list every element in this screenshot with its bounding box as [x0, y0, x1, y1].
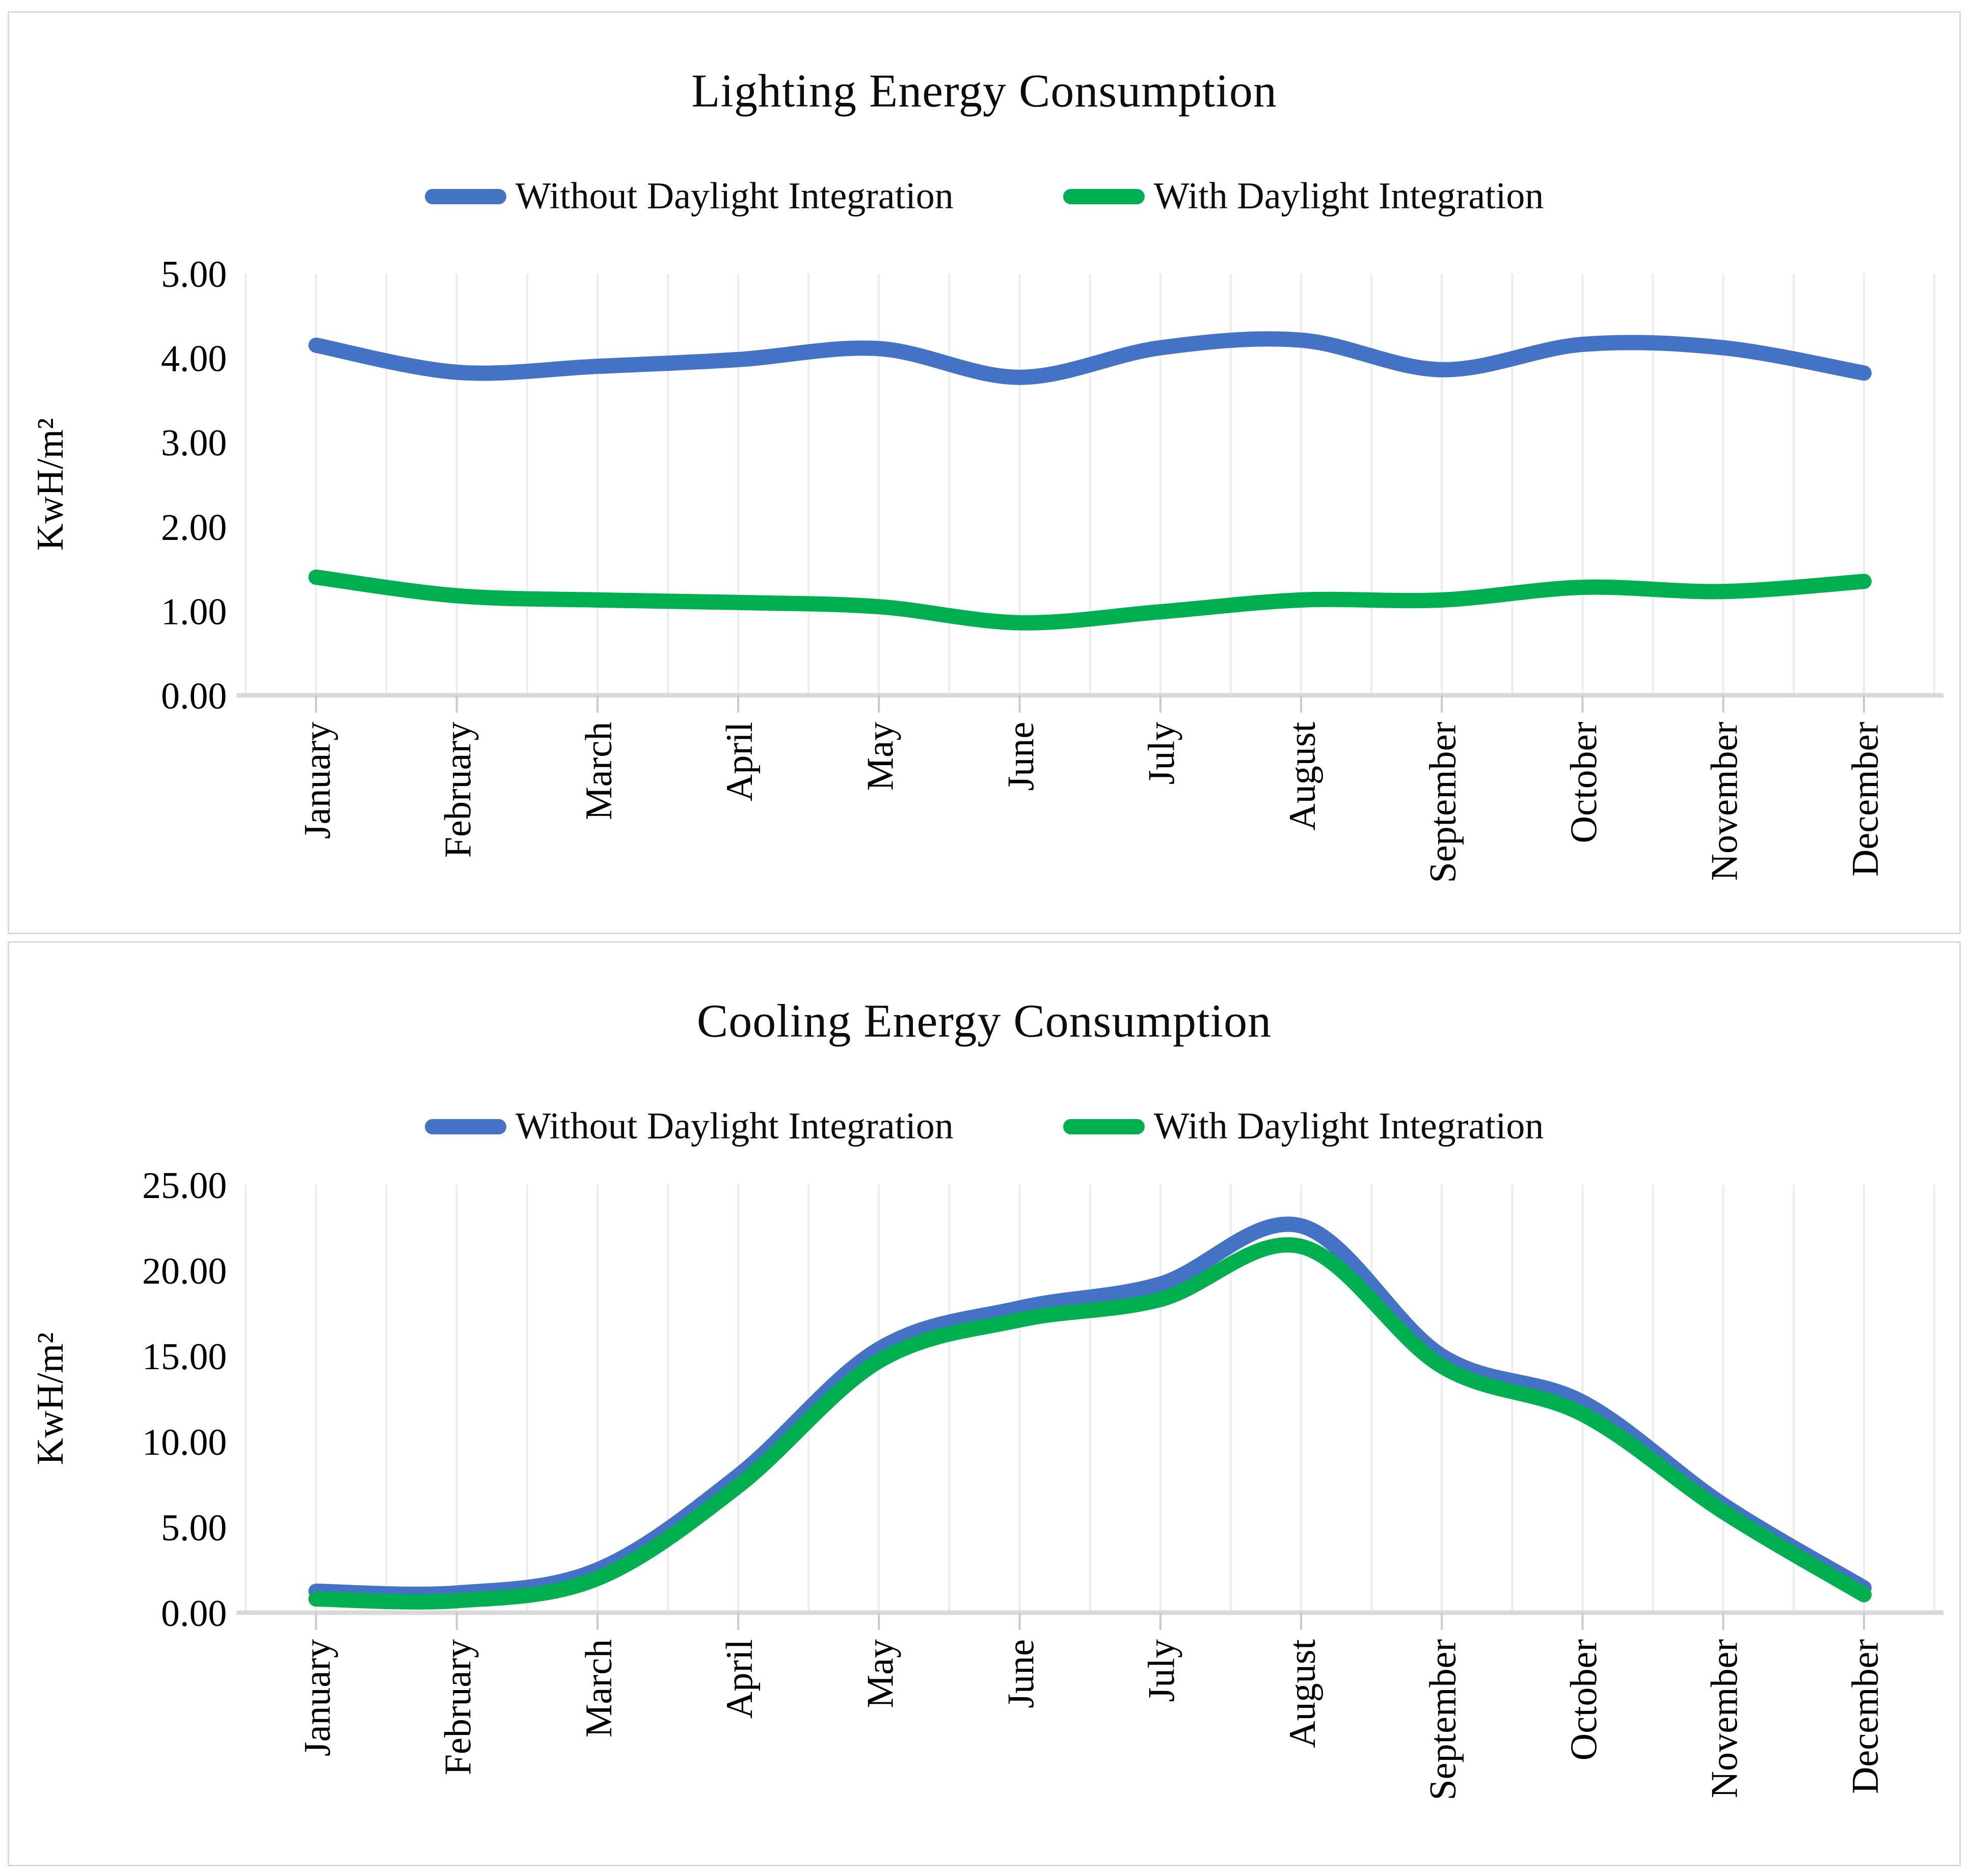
x-tick-label: March: [578, 1639, 619, 1737]
x-tick-label: November: [1704, 722, 1745, 881]
lighting-plot-area: 0.00 1.00 2.00 3.00 4.00 5.00 KwH/m² January Feb…: [29, 253, 1944, 883]
legend-item-with-daylight: With Daylight Integration: [1063, 1105, 1544, 1148]
legend-label: With Daylight Integration: [1153, 1105, 1544, 1147]
legend-label: Without Daylight Integration: [515, 175, 954, 217]
y-axis-labels: 0.00 5.00 10.00 15.00 20.00 25.00: [142, 1164, 227, 1634]
x-tick-label: July: [1141, 722, 1182, 784]
x-tick-label: March: [578, 722, 619, 820]
x-tick-label: April: [718, 722, 760, 801]
legend-label: With Daylight Integration: [1153, 175, 1544, 217]
series-line-with-daylight: [308, 1237, 1872, 1610]
legend: Without Daylight Integration With Daylig…: [9, 1105, 1959, 1148]
x-axis-ticks: [315, 1613, 1865, 1630]
x-tick-label: April: [718, 1639, 760, 1719]
x-tick-label: December: [1844, 1639, 1886, 1794]
x-axis-labels: January February March April May June July Augu…: [296, 1639, 1886, 1801]
y-tick-label: 5.00: [161, 1507, 227, 1548]
y-tick-label: 15.00: [142, 1336, 227, 1377]
x-tick-label: February: [437, 722, 479, 858]
gridlines: [245, 1185, 1936, 1613]
x-tick-label: January: [296, 722, 338, 839]
y-tick-label: 20.00: [142, 1250, 227, 1292]
x-tick-label: January: [296, 1639, 338, 1756]
x-tick-label: June: [1000, 722, 1042, 791]
legend-line-swatch-blue: [424, 188, 506, 204]
x-tick-label: October: [1563, 1639, 1605, 1760]
y-tick-label: 3.00: [161, 422, 227, 464]
series-line-with-daylight: [308, 569, 1872, 631]
lighting-energy-chart: Lighting Energy Consumption Without Dayl…: [8, 11, 1961, 934]
y-tick-label: 5.00: [161, 253, 227, 295]
x-tick-label: July: [1141, 1639, 1182, 1702]
y-axis-title: KwH/m²: [29, 418, 71, 551]
y-tick-label: 2.00: [161, 506, 227, 548]
x-tick-label: August: [1281, 1639, 1323, 1748]
x-tick-label: December: [1844, 722, 1886, 877]
legend-item-without-daylight: Without Daylight Integration: [424, 1105, 954, 1148]
x-axis-labels: January February March April May June July Augu…: [296, 722, 1886, 883]
x-tick-label: February: [437, 1639, 479, 1775]
series-line-without-daylight: [308, 1216, 1872, 1602]
legend-item-without-daylight: Without Daylight Integration: [424, 175, 954, 218]
legend-line-swatch-blue: [424, 1119, 506, 1134]
x-tick-label: May: [859, 1639, 901, 1708]
x-tick-label: November: [1704, 1639, 1745, 1798]
legend-line-swatch-green: [1063, 1119, 1145, 1134]
series-line-without-daylight: [308, 331, 1872, 385]
cooling-energy-chart: Cooling Energy Consumption Without Dayli…: [8, 941, 1961, 1866]
y-tick-label: 10.00: [142, 1421, 227, 1463]
y-tick-label: 0.00: [161, 1592, 227, 1634]
x-tick-label: September: [1422, 722, 1464, 883]
chart-title: Cooling Energy Consumption: [696, 995, 1272, 1047]
y-tick-label: 1.00: [161, 590, 227, 632]
x-tick-label: October: [1563, 722, 1605, 843]
legend-item-with-daylight: With Daylight Integration: [1063, 175, 1544, 218]
legend-line-swatch-green: [1063, 188, 1145, 204]
y-axis-labels: 0.00 1.00 2.00 3.00 4.00 5.00: [161, 253, 227, 717]
x-axis-ticks: [315, 695, 1865, 713]
y-axis-title: KwH/m²: [29, 1333, 71, 1465]
y-tick-label: 0.00: [161, 675, 227, 717]
y-tick-label: 4.00: [161, 338, 227, 379]
legend-label: Without Daylight Integration: [515, 1105, 954, 1147]
x-tick-label: June: [1000, 1639, 1042, 1708]
chart-title: Lighting Energy Consumption: [691, 65, 1277, 117]
x-tick-label: September: [1422, 1639, 1464, 1800]
cooling-plot-area: 0.00 5.00 10.00 15.00 20.00 25.00 KwH/m² Januar…: [29, 1164, 1944, 1801]
x-tick-label: August: [1281, 722, 1323, 831]
x-tick-label: May: [859, 722, 901, 791]
y-tick-label: 25.00: [142, 1164, 227, 1206]
legend: Without Daylight Integration With Daylig…: [9, 175, 1959, 218]
